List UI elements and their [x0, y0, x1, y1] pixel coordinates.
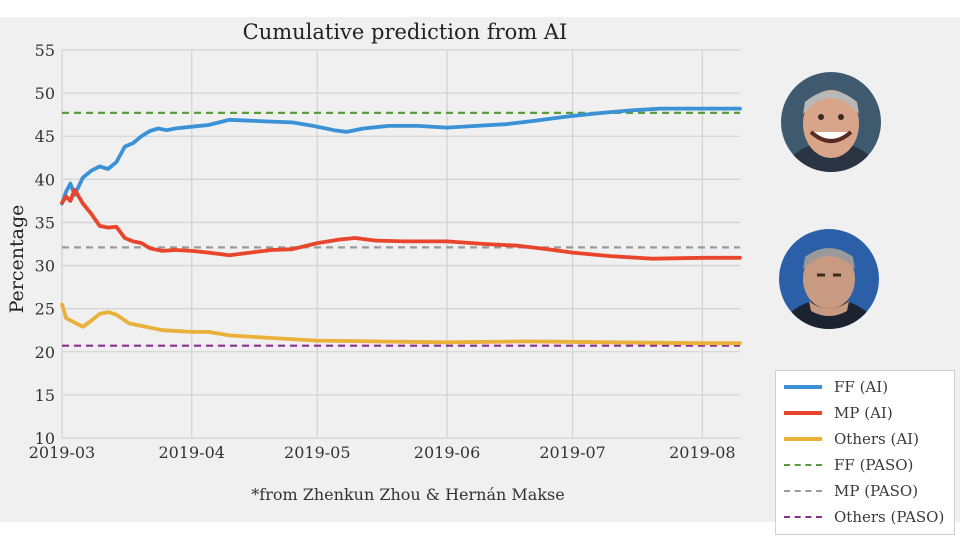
legend-label-others-paso: Others (PASO) — [834, 508, 945, 526]
series-line-others — [60, 302, 742, 346]
x-tick-label: 2019-04 — [158, 443, 224, 462]
y-axis-label: Percentage — [6, 205, 28, 314]
y-tick-label: 35 — [35, 213, 55, 232]
y-tick-label: 50 — [35, 84, 55, 103]
x-tick-label: 2019-06 — [414, 443, 480, 462]
x-tick-label: 2019-08 — [669, 443, 735, 462]
x-tick-label: 2019-07 — [539, 443, 605, 462]
y-tick-label: 45 — [35, 127, 55, 146]
legend-item-mp-ai: MP (AI) — [784, 401, 893, 425]
x-tick-label: 2019-03 — [29, 443, 95, 462]
legend: FF (AI) MP (AI) Others (AI) FF (PASO) MP… — [775, 370, 955, 535]
legend-swatch-others-paso — [784, 516, 822, 518]
chart-title: Cumulative prediction from AI — [243, 20, 568, 44]
chart-panel: 10 15 20 25 30 35 40 45 50 55 2019-03 2019-04 2019-0… — [0, 17, 960, 535]
footnote: *from Zhenkun Zhou & Hernán Makse — [251, 485, 564, 504]
series-line-ff — [60, 106, 742, 206]
y-tick-label: 30 — [35, 257, 55, 276]
y-tick-label: 20 — [35, 343, 55, 362]
legend-swatch-ff-ai — [784, 385, 822, 389]
person-photo-mp-icon — [779, 229, 879, 329]
legend-label-ff-ai: FF (AI) — [834, 378, 889, 396]
legend-item-mp-paso: MP (PASO) — [784, 479, 918, 503]
legend-label-others-ai: Others (AI) — [834, 430, 919, 448]
legend-swatch-mp-paso — [784, 490, 822, 492]
x-tick-label: 2019-05 — [284, 443, 350, 462]
series-lines — [60, 106, 742, 347]
y-tick-label: 10 — [35, 429, 55, 448]
legend-label-ff-paso: FF (PASO) — [834, 456, 914, 474]
legend-label-mp-ai: MP (AI) — [834, 404, 893, 422]
y-tick-label: 15 — [35, 386, 55, 405]
y-tick-label: 55 — [35, 41, 55, 60]
grid: 10 15 20 25 30 35 40 45 50 55 2019-03 2019-04 2019-0… — [29, 41, 740, 462]
legend-swatch-ff-paso — [784, 464, 822, 466]
series-line-mp — [60, 187, 742, 261]
legend-item-others-ai: Others (AI) — [784, 427, 919, 451]
legend-item-ff-ai: FF (AI) — [784, 375, 888, 399]
person-photo-ff-icon — [781, 72, 881, 172]
legend-label-mp-paso: MP (PASO) — [834, 482, 919, 500]
y-tick-label: 25 — [35, 300, 55, 319]
y-tick-label: 40 — [35, 170, 55, 189]
line-chart: 10 15 20 25 30 35 40 45 50 55 2019-03 2019-04 2019-0… — [6, 20, 742, 504]
legend-item-others-paso: Others (PASO) — [784, 505, 944, 529]
legend-swatch-mp-ai — [784, 411, 822, 415]
legend-item-ff-paso: FF (PASO) — [784, 453, 913, 477]
legend-swatch-others-ai — [784, 437, 822, 441]
